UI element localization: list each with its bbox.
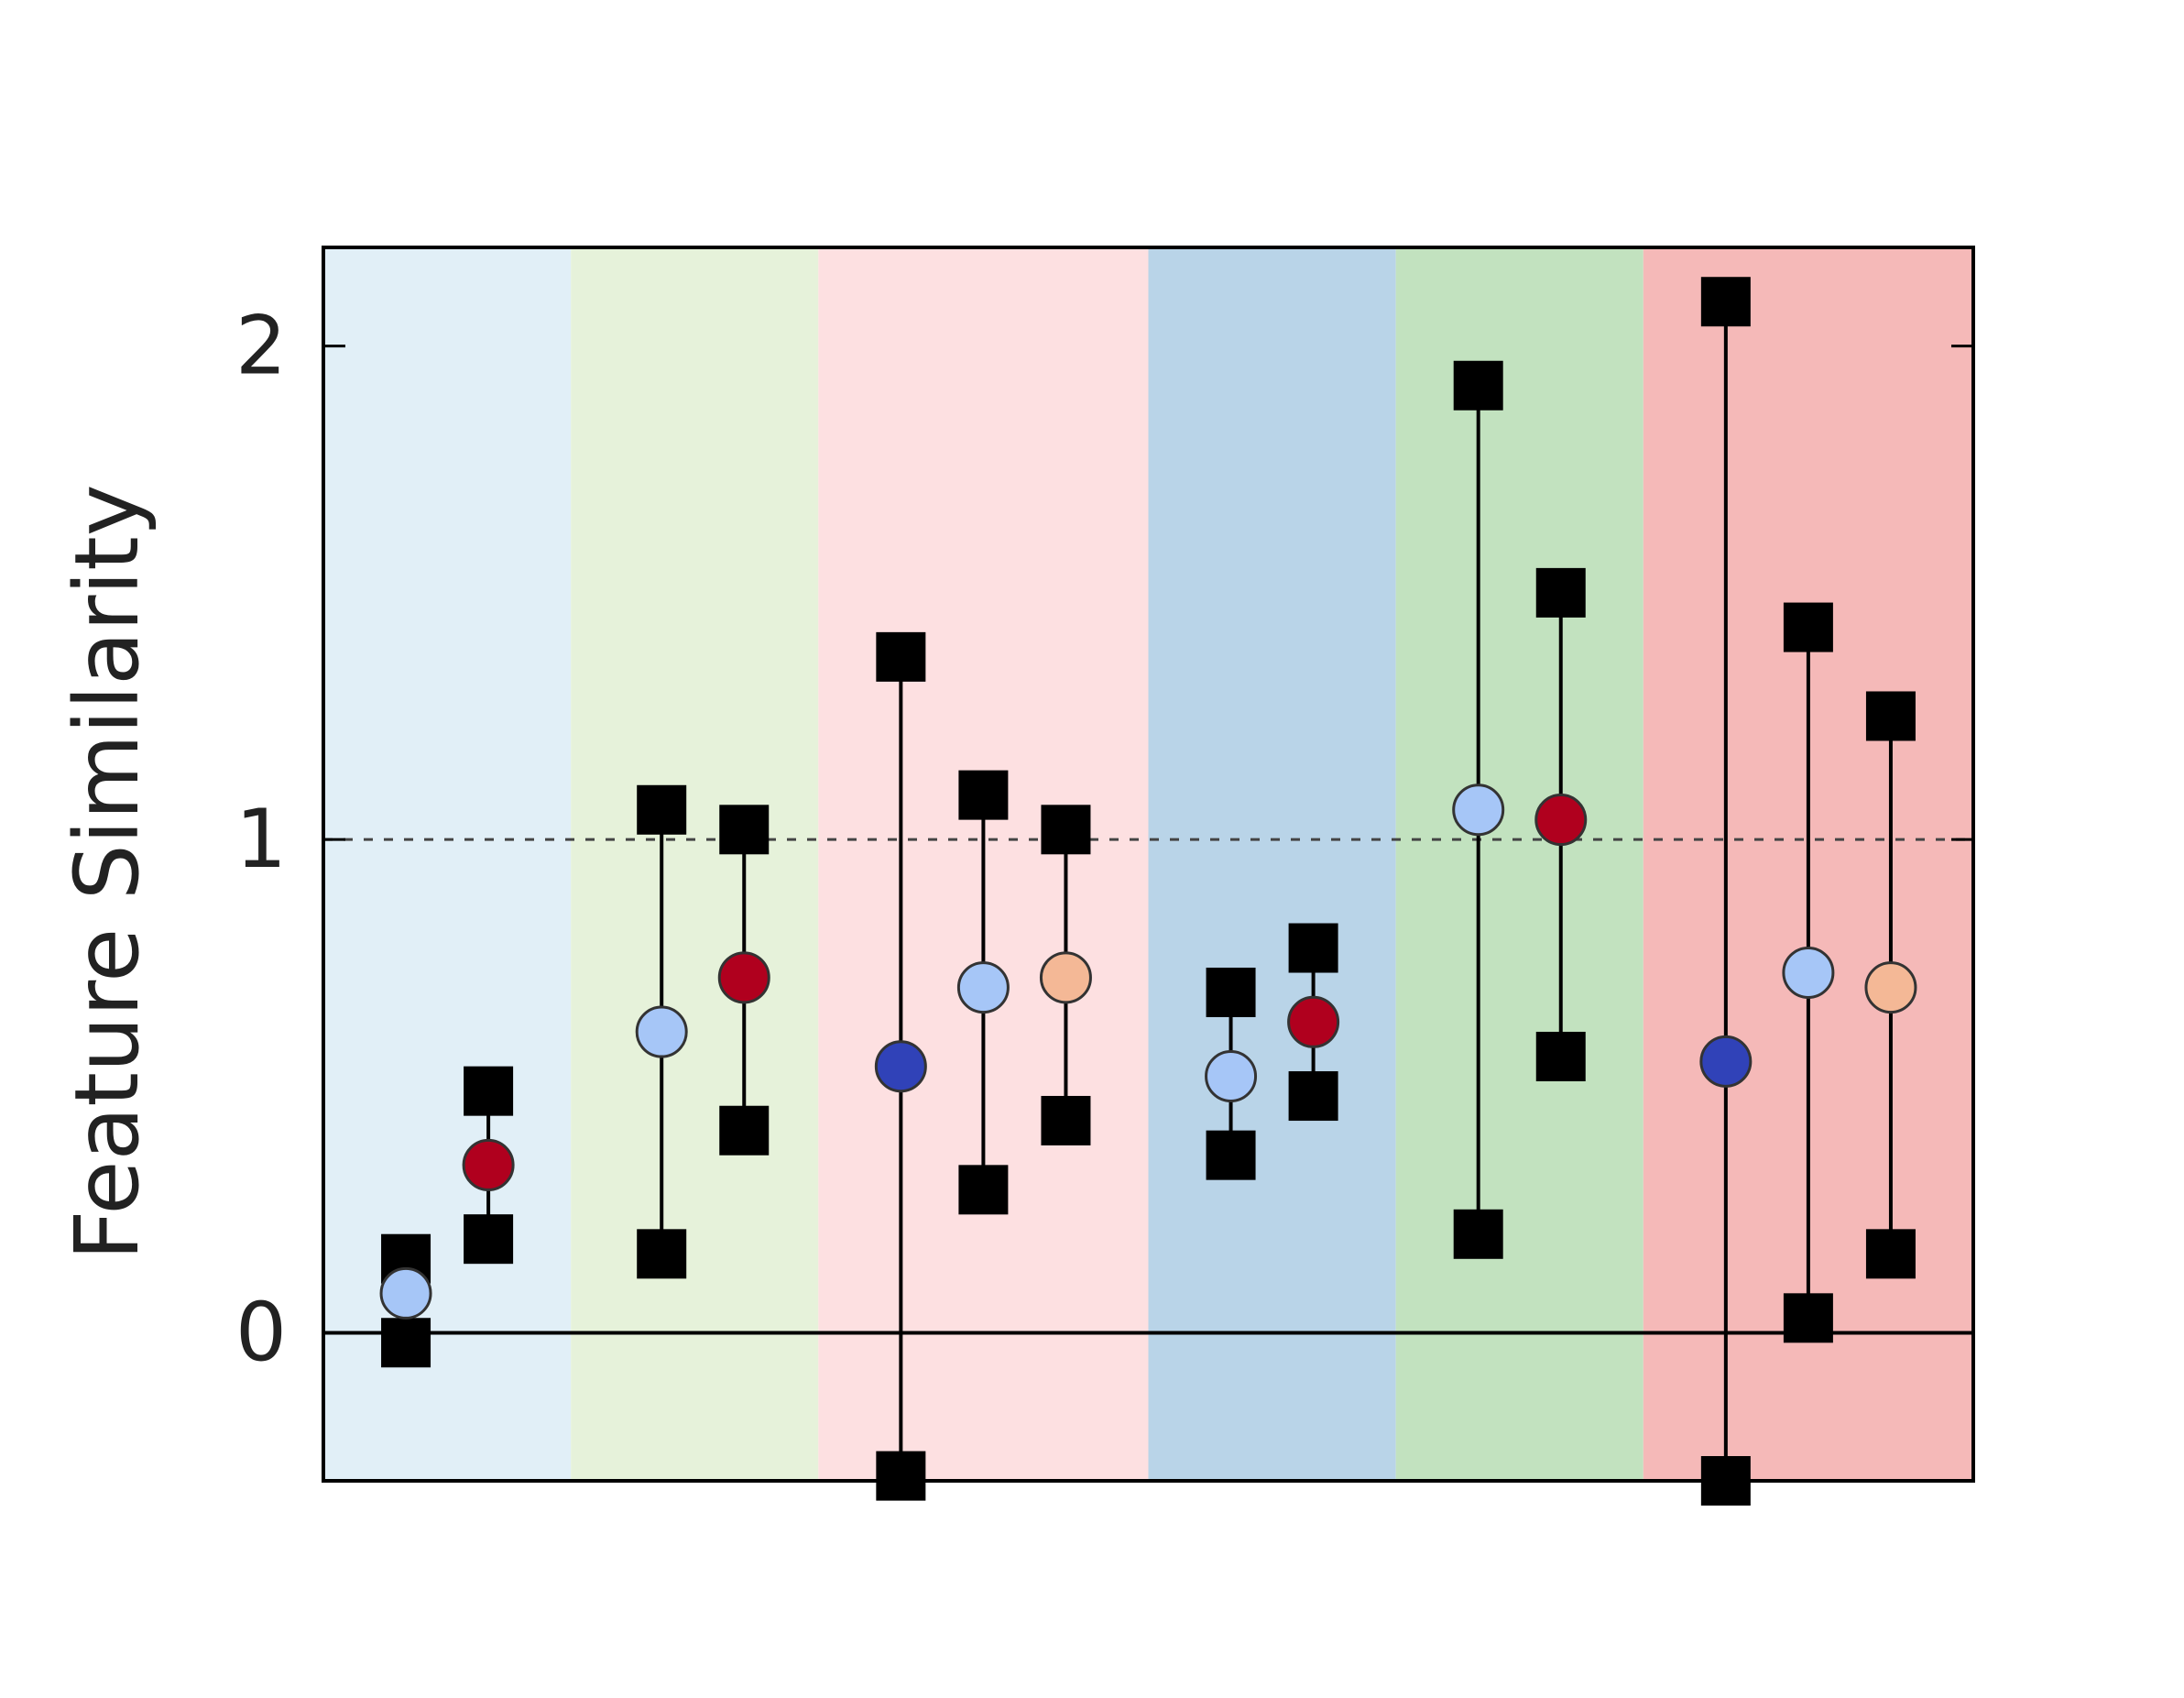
- plot-frame: [322, 246, 1975, 1483]
- error-bar-upper-cap: [637, 784, 687, 835]
- error-bar-group: [635, 784, 688, 1279]
- data-point: [1287, 995, 1340, 1048]
- data-point: [1782, 946, 1835, 999]
- error-bar-upper-cap: [876, 631, 926, 682]
- data-point: [956, 961, 1010, 1014]
- error-bar-group: [1864, 691, 1917, 1279]
- error-bar-upper-cap: [958, 770, 1009, 820]
- data-point: [1205, 1050, 1258, 1103]
- background-band-4: [1148, 247, 1396, 1481]
- background-band-2: [571, 247, 819, 1481]
- error-bar-series: [379, 277, 1917, 1506]
- data-point: [379, 1266, 432, 1320]
- data-point: [874, 1040, 927, 1093]
- error-bar-upper-cap: [1206, 967, 1256, 1017]
- data-point: [462, 1138, 515, 1191]
- error-bar-upper-cap: [1288, 923, 1338, 973]
- error-bar-lower-cap: [381, 1318, 431, 1368]
- y-tick-label: 1: [235, 792, 287, 886]
- error-bar-lower-cap: [719, 1105, 770, 1156]
- error-bar-lower-cap: [1865, 1229, 1916, 1279]
- data-point: [717, 951, 770, 1004]
- error-bar-group: [874, 631, 927, 1501]
- error-bar-group: [1287, 923, 1340, 1122]
- error-bar-group: [1039, 805, 1092, 1145]
- data-point: [1039, 951, 1092, 1004]
- background-band-5: [1395, 247, 1643, 1481]
- error-bar-lower-cap: [1783, 1293, 1833, 1343]
- y-axis-label: Feature Similarity: [56, 484, 158, 1260]
- error-bar-lower-cap: [1535, 1031, 1586, 1081]
- error-bar-group: [379, 1233, 432, 1368]
- data-point: [1534, 794, 1588, 847]
- error-bar-upper-cap: [1041, 805, 1091, 855]
- error-bar-lower-cap: [1453, 1209, 1503, 1259]
- y-tick-label: 0: [235, 1285, 287, 1379]
- error-bar-upper-cap: [719, 805, 770, 855]
- error-bar-upper-cap: [1865, 691, 1916, 741]
- error-bar-upper-cap: [1700, 277, 1751, 327]
- error-bar-lower-cap: [637, 1229, 687, 1279]
- y-axis-ticks: 0 1 2: [235, 299, 1973, 1379]
- error-bar-lower-cap: [1041, 1095, 1091, 1145]
- error-bar-lower-cap: [876, 1451, 926, 1501]
- error-bar-upper-cap: [1535, 567, 1586, 618]
- error-bar-group: [462, 1066, 515, 1265]
- background-band-1: [323, 247, 572, 1481]
- y-tick-label: 2: [235, 299, 287, 393]
- error-bar-group: [717, 805, 770, 1156]
- data-point: [1699, 1035, 1753, 1088]
- error-bar-group: [1452, 360, 1505, 1259]
- reference-lines: [323, 838, 1973, 1335]
- error-bar-lower-cap: [1288, 1071, 1338, 1122]
- error-bar-group: [956, 770, 1010, 1215]
- error-bar-lower-cap: [958, 1165, 1009, 1215]
- error-bar-lower-cap: [464, 1214, 514, 1265]
- error-bar-group: [1782, 602, 1835, 1343]
- error-bar-lower-cap: [1206, 1130, 1256, 1180]
- error-bar-upper-cap: [1783, 602, 1833, 652]
- error-bar-group: [1534, 567, 1588, 1081]
- error-bar-upper-cap: [464, 1066, 514, 1116]
- error-bar-upper-cap: [1453, 360, 1503, 411]
- data-point: [1864, 961, 1917, 1014]
- data-point: [635, 1005, 688, 1058]
- data-point: [1452, 783, 1505, 837]
- error-bar-group: [1205, 967, 1258, 1180]
